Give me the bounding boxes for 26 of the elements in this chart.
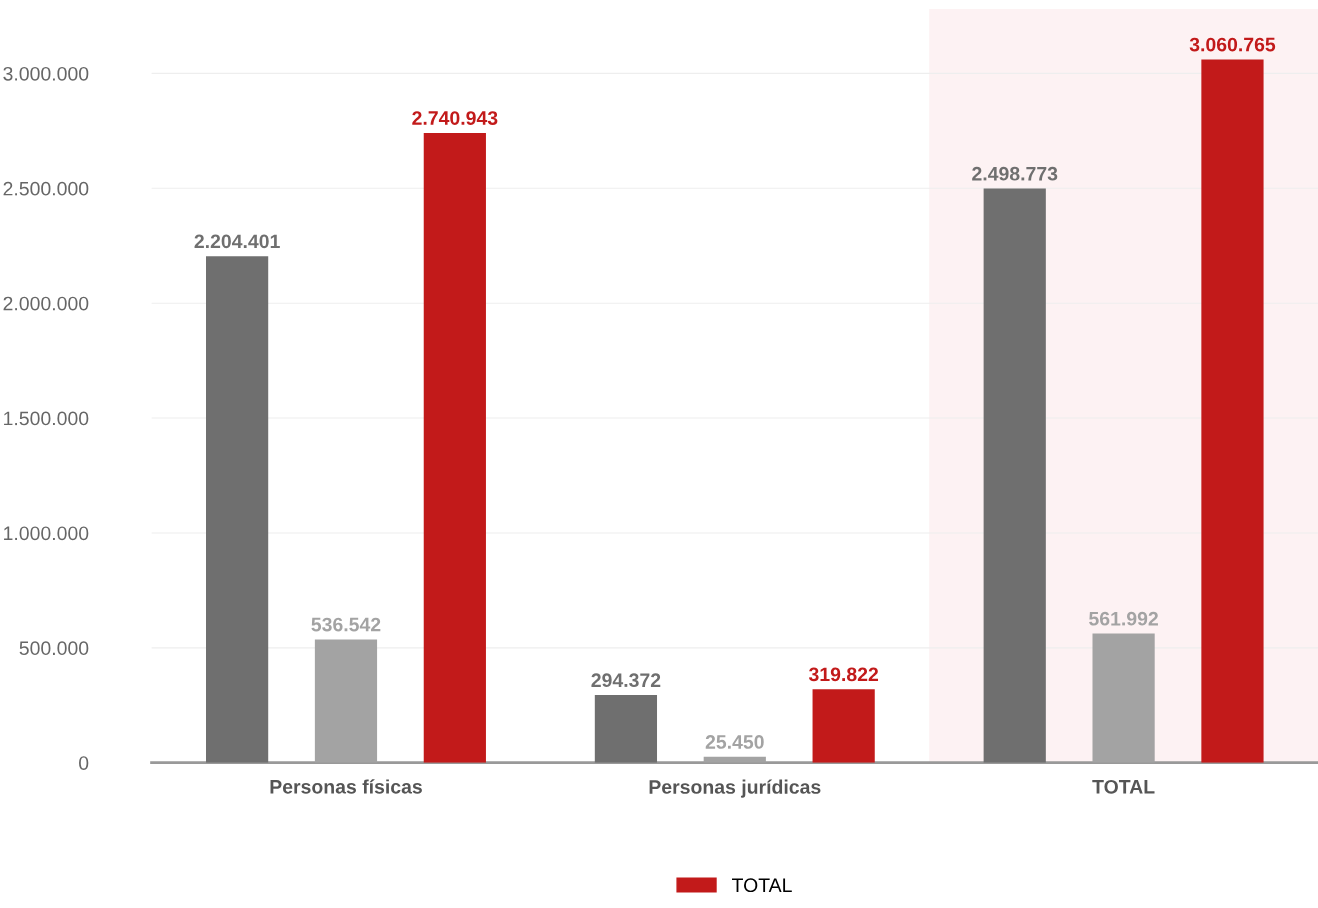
bar [594,695,658,763]
bar [812,689,875,763]
x-tick-label: Personas físicas [270,779,422,794]
x-tick-label: Personas jurídicas [649,779,821,798]
data-label: 2.204.401 [194,234,280,249]
data-label: 319.822 [808,667,879,682]
data-label: 561.992 [1089,611,1158,626]
bar [423,132,486,763]
y-tick-label: 1.000.000 [4,526,89,541]
data-label: 2.740.943 [412,111,498,125]
y-tick-label: 500.000 [19,641,89,656]
bar [206,256,269,763]
y-tick-label: 1.500.000 [4,411,89,426]
y-tick-label: 0 [79,756,89,770]
y-tick-label: 3.000.000 [3,66,89,81]
data-label: 25.450 [705,735,764,749]
data-label: 2.498.773 [972,166,1058,181]
data-label: 3.060.765 [1189,37,1276,52]
y-tick-label: 2.000.000 [3,296,89,311]
bar [983,188,1046,763]
x-tick-label: TOTAL [1092,779,1155,794]
data-label: 536.542 [311,617,381,632]
data-label: 294.372 [591,673,661,688]
legend-label: TOTAL [732,878,792,893]
bar [1201,59,1264,763]
y-tick-label: 2.500.000 [3,181,89,196]
